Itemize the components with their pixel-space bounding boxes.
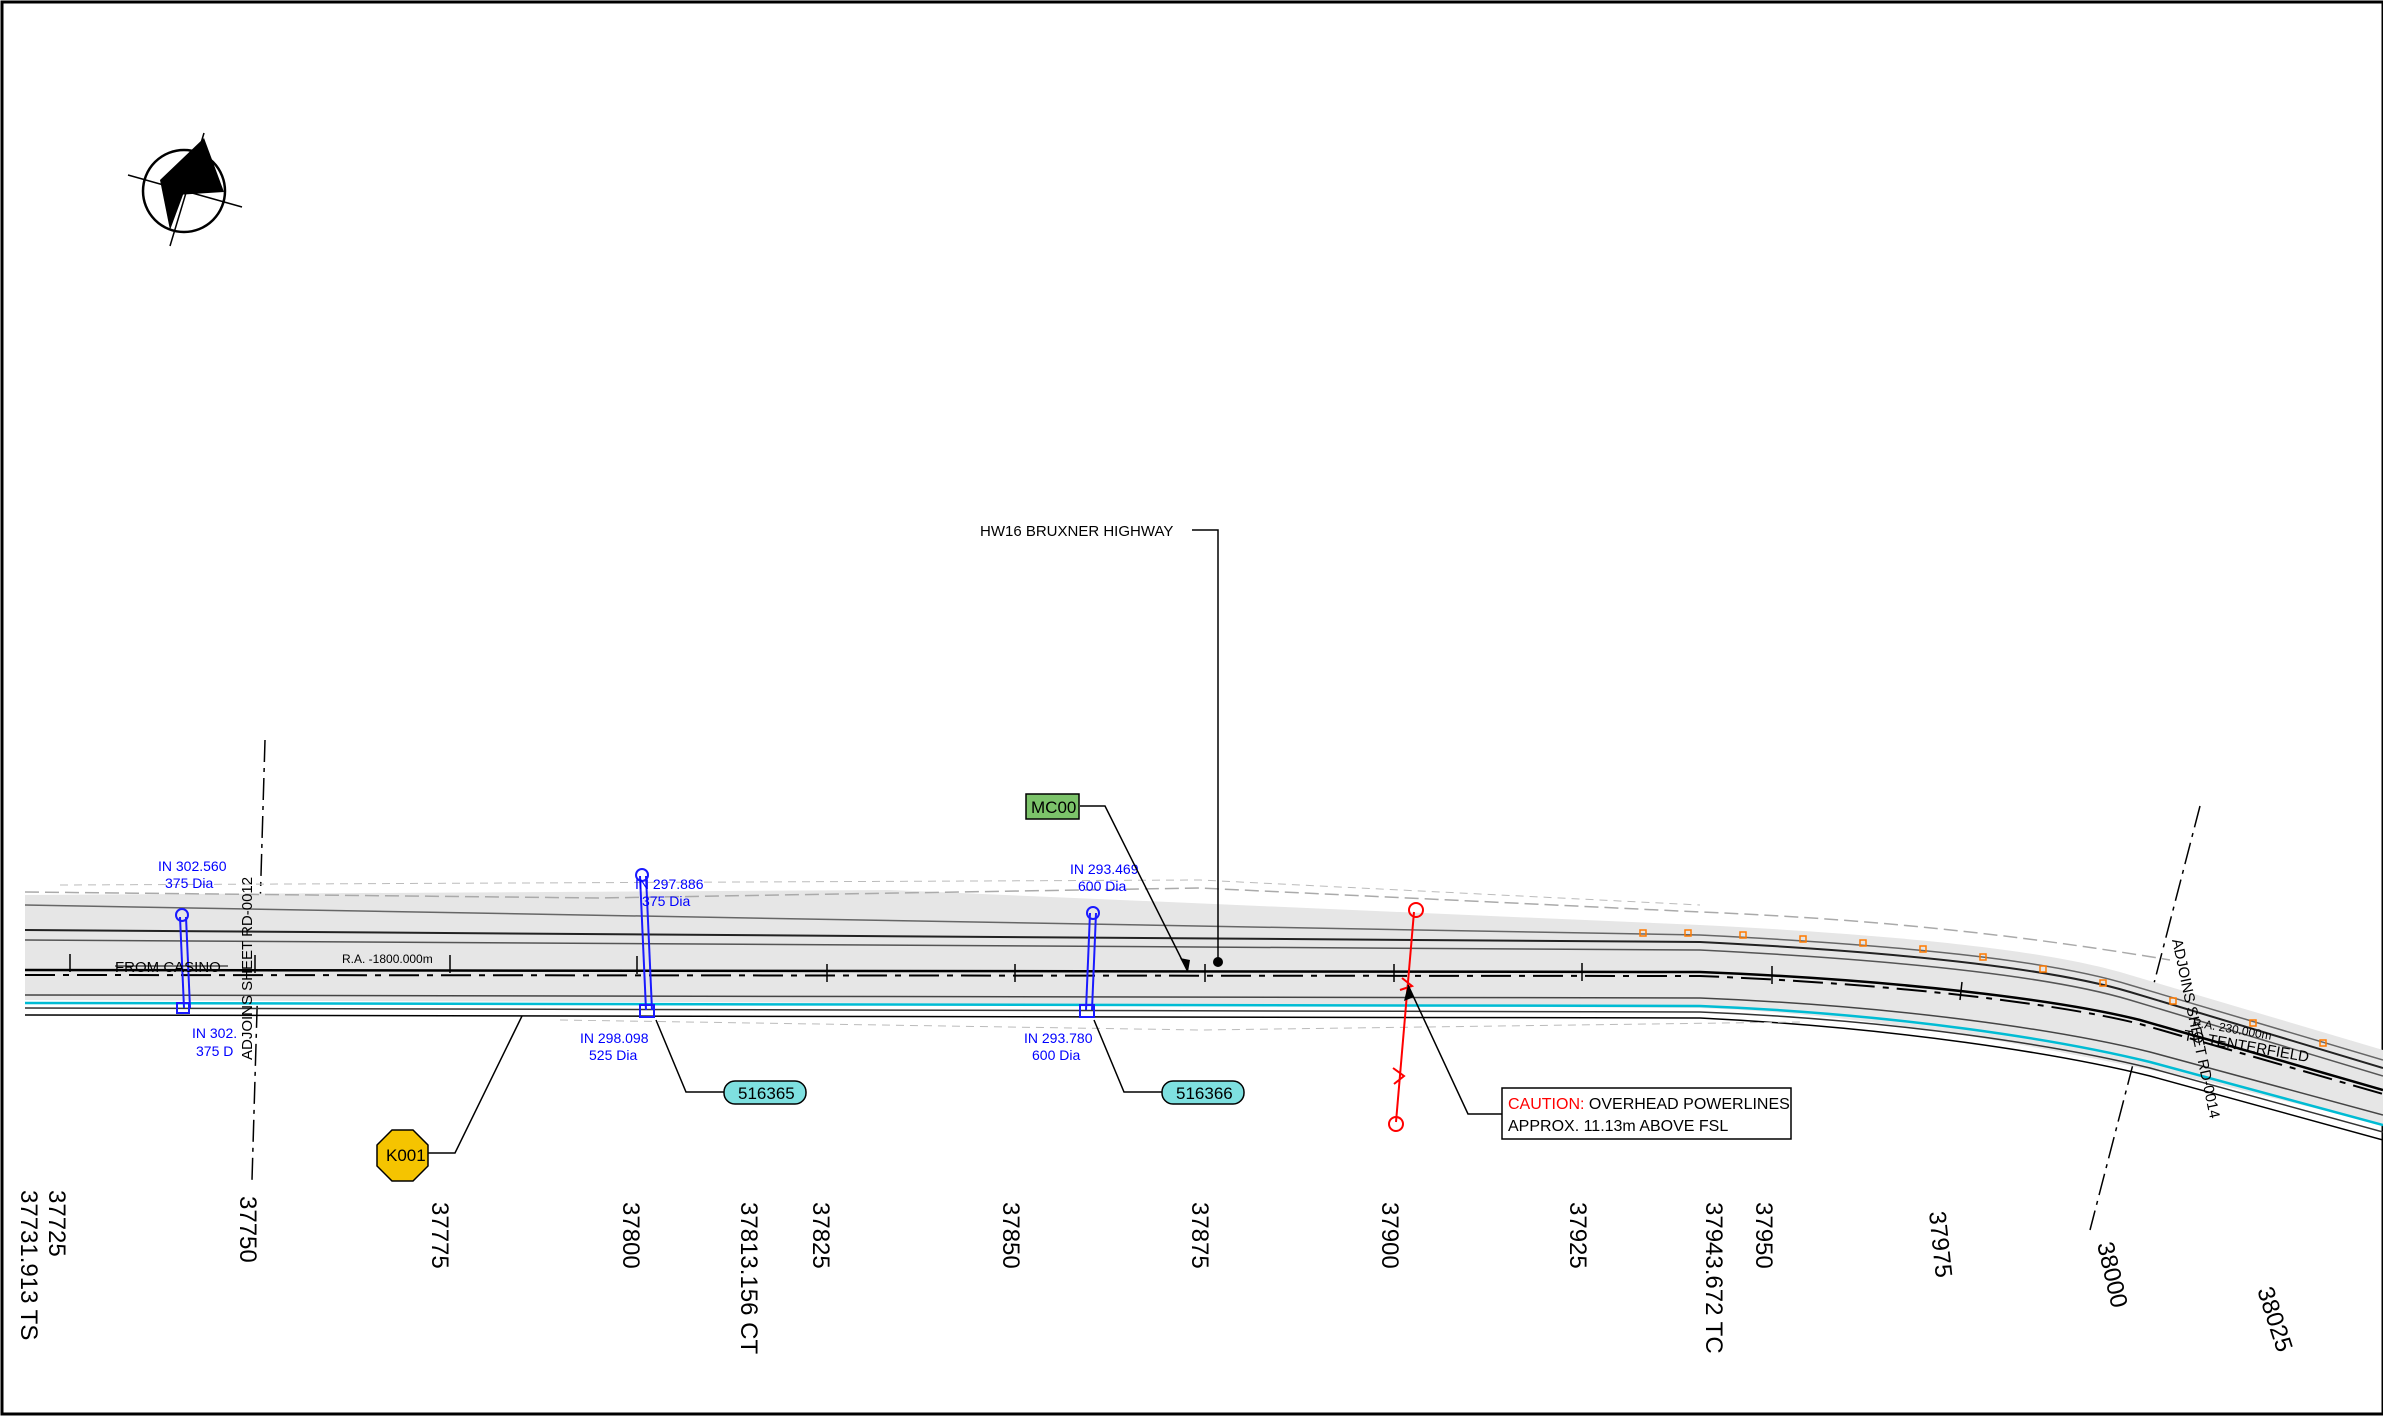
pit-label-top: IN 293.469 bbox=[1070, 861, 1139, 877]
pit-label-size: 375 D bbox=[196, 1043, 233, 1059]
pit-label-size: 375 Dia bbox=[165, 875, 213, 891]
caution-note: CAUTION: OVERHEAD POWERLINES APPROX. 11.… bbox=[1501, 1087, 1792, 1140]
tag-mc00-label: MC00 bbox=[1031, 798, 1076, 817]
chainage-label: 37925 bbox=[1564, 1202, 1591, 1269]
chainage-label: 37775 bbox=[426, 1202, 453, 1269]
tag-culvert-label: 516365 bbox=[738, 1084, 795, 1103]
tag-mc00[interactable]: MC00 bbox=[1025, 793, 1080, 820]
tag-k001[interactable]: K001 bbox=[376, 1129, 429, 1182]
svg-text:CAUTION: OVERHEAD POWERLINES: CAUTION: OVERHEAD POWERLINES bbox=[1508, 1096, 1790, 1113]
from-label: FROM CASINO bbox=[115, 959, 221, 976]
pit-label-top: IN 293.780 bbox=[1024, 1030, 1093, 1046]
pit-label-top: IN 302.560 bbox=[158, 858, 227, 874]
chainage-labels: 37725 37731.913 TS 37750 37775 37800 378… bbox=[15, 1190, 2298, 1355]
chainage-label: 37731.913 TS bbox=[15, 1190, 42, 1340]
tag-culvert-label: 516366 bbox=[1176, 1084, 1233, 1103]
pit-label-top: IN 298.098 bbox=[580, 1030, 649, 1046]
chainage-label: 37950 bbox=[1750, 1202, 1777, 1269]
pit-label-top: IN 297.886 bbox=[635, 876, 704, 892]
chainage-label: 37725 bbox=[43, 1190, 70, 1257]
caution-prefix: CAUTION: bbox=[1508, 1096, 1584, 1113]
powerline bbox=[1388, 902, 1424, 1132]
chainage-label: 37875 bbox=[1186, 1202, 1213, 1269]
highway-label: HW16 BRUXNER HIGHWAY bbox=[980, 523, 1173, 540]
road-corridor bbox=[24, 879, 2383, 1141]
pit-label-size: 525 Dia bbox=[589, 1047, 637, 1063]
tag-culvert-516365[interactable]: 516365 bbox=[723, 1080, 807, 1105]
chainage-label: 38025 bbox=[2251, 1284, 2297, 1356]
chainage-label: 37900 bbox=[1376, 1202, 1403, 1269]
chainage-label: 37800 bbox=[617, 1202, 644, 1269]
caution-line2: APPROX. 11.13m ABOVE FSL bbox=[1508, 1118, 1728, 1135]
tag-culvert-516366[interactable]: 516366 bbox=[1161, 1080, 1245, 1105]
chainage-label: 37813.156 CT bbox=[735, 1202, 762, 1354]
north-arrow-icon: N bbox=[127, 132, 243, 247]
chainage-label: 37750 bbox=[234, 1196, 261, 1263]
pit-label-size: 600 Dia bbox=[1032, 1047, 1080, 1063]
chainage-ticks bbox=[69, 954, 1963, 1001]
chainage-label: 37943.672 TC bbox=[1700, 1202, 1727, 1354]
radius-left-label: R.A. -1800.000m bbox=[342, 952, 433, 966]
pit-label-size: 600 Dia bbox=[1078, 878, 1126, 894]
tag-k001-label: K001 bbox=[386, 1146, 426, 1165]
drain-line bbox=[24, 1001, 2383, 1127]
chainage-label: 37975 bbox=[1923, 1210, 1957, 1279]
pit-label-top: IN 302. bbox=[192, 1025, 237, 1041]
pit-label-size: 375 Dia bbox=[642, 893, 690, 909]
drainage-pipes bbox=[175, 868, 1100, 1018]
chainage-label: 37825 bbox=[807, 1202, 834, 1269]
chainage-label: 38000 bbox=[2091, 1239, 2132, 1310]
guardrail-markers bbox=[1639, 929, 2327, 1047]
adjoin-label-left: ADJOINS SHEET RD-0012 bbox=[239, 877, 256, 1060]
caution-line1: OVERHEAD POWERLINES bbox=[1584, 1096, 1789, 1113]
chainage-label: 37850 bbox=[997, 1202, 1024, 1269]
